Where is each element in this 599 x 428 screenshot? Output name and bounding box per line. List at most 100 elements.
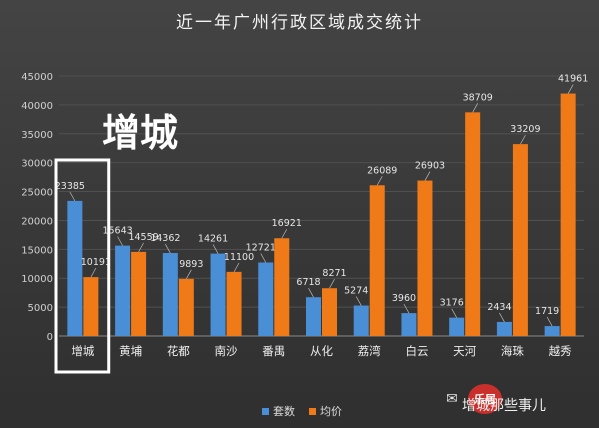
data-label-leader — [186, 269, 192, 280]
watermark: ✉ 乐居 — [442, 384, 502, 414]
legend: 套数 均价 — [262, 403, 342, 419]
data-label: 23385 — [55, 181, 85, 192]
y-tick-label: 45000 — [21, 72, 53, 83]
bar-price — [226, 271, 242, 336]
bar-price — [417, 180, 433, 336]
x-tick-label: 花都 — [167, 344, 190, 358]
x-tick-label: 荔湾 — [358, 344, 381, 358]
x-tick-label: 越秀 — [549, 344, 572, 358]
y-tick-label: 40000 — [21, 101, 53, 112]
y-tick-label: 20000 — [21, 216, 53, 227]
data-label-leader — [212, 244, 219, 254]
data-label: 12721 — [246, 243, 276, 254]
data-label: 26089 — [367, 165, 397, 176]
legend-item-units: 套数 — [262, 403, 295, 419]
x-tick-label: 海珠 — [501, 344, 524, 358]
data-label-leader — [329, 279, 335, 289]
bar-price — [512, 144, 528, 336]
bar-units — [115, 245, 131, 336]
data-label: 41961 — [558, 74, 588, 85]
data-label: 14559 — [128, 232, 158, 243]
data-label: 33209 — [510, 124, 540, 135]
data-label-leader — [260, 253, 267, 263]
wechat-icon: ✉ — [446, 391, 458, 407]
highlight-box — [54, 158, 111, 374]
data-label-leader — [69, 191, 76, 202]
data-label-leader — [567, 84, 574, 94]
y-tick-label: 35000 — [21, 130, 53, 141]
data-label-leader — [376, 176, 383, 186]
y-tick-label: 10000 — [21, 274, 53, 285]
bar-price — [369, 185, 385, 336]
bar-price — [83, 277, 99, 336]
y-tick-label: 0 — [47, 332, 53, 343]
data-label: 14261 — [198, 234, 228, 245]
bar-price — [322, 288, 337, 336]
y-tick-label: 25000 — [21, 188, 53, 199]
bar-price — [465, 112, 481, 337]
bar-price — [274, 238, 290, 336]
bar-units — [544, 326, 560, 336]
account-name: 增城那些事儿 — [462, 398, 546, 414]
chart-title: 近一年广州行政区域成交统计 — [176, 13, 423, 33]
data-label: 16921 — [272, 218, 302, 229]
data-label-leader — [233, 262, 240, 273]
highlight-callout: 增城 — [102, 111, 179, 155]
bar-price — [178, 278, 194, 336]
data-label: 10191 — [81, 257, 111, 268]
bar-units — [67, 200, 83, 336]
data-label: 1719 — [535, 306, 559, 317]
legend-label-units: 套数 — [273, 405, 295, 418]
data-label-leader — [472, 103, 478, 113]
legend-item-price: 均价 — [309, 403, 342, 419]
data-label-leader — [403, 303, 410, 314]
x-tick-label: 从化 — [310, 344, 333, 358]
data-label: 9893 — [179, 259, 203, 270]
data-label-leader — [451, 308, 457, 318]
legend-swatch-price — [309, 407, 316, 415]
bar-units — [449, 317, 465, 336]
bar-units — [401, 313, 417, 336]
data-label: 15643 — [102, 226, 132, 237]
data-label-leader — [546, 316, 553, 327]
data-label: 11100 — [224, 252, 254, 263]
x-tick-label: 白云 — [405, 344, 428, 358]
bar-units — [210, 253, 226, 336]
data-label-leader — [90, 267, 97, 278]
leju-logo-text: 乐居 — [474, 393, 496, 406]
data-label: 3960 — [392, 293, 416, 304]
data-label: 2434 — [487, 302, 511, 313]
y-tick-label: 30000 — [21, 159, 53, 170]
x-tick-label: 天河 — [453, 344, 476, 358]
x-tick-label: 南沙 — [215, 344, 238, 358]
bar-units — [162, 253, 178, 336]
data-label-leader — [117, 236, 123, 246]
y-tick-label: 5000 — [28, 303, 53, 314]
bar-price — [560, 93, 576, 336]
data-label: 38709 — [463, 92, 493, 103]
data-label-leader — [138, 242, 144, 253]
data-label-leader — [308, 288, 314, 298]
x-tick-label: 增城 — [71, 344, 94, 358]
bar-units — [258, 262, 274, 336]
bar-units — [496, 321, 512, 336]
bar-units — [353, 305, 369, 336]
y-tick-label: 15000 — [21, 245, 53, 256]
data-label: 14362 — [150, 233, 180, 244]
bar-units — [306, 297, 321, 336]
data-label: 8271 — [322, 268, 346, 279]
data-label-leader — [499, 312, 505, 323]
data-label: 26903 — [415, 161, 445, 172]
legend-label-price: 均价 — [320, 405, 342, 418]
legend-swatch-units — [262, 407, 269, 415]
data-label-leader — [424, 171, 431, 181]
data-label: 3176 — [440, 298, 464, 309]
x-tick-label: 黄埔 — [119, 344, 142, 358]
bar-price — [131, 251, 147, 336]
data-label-leader — [355, 296, 362, 306]
data-label-leader — [281, 229, 288, 239]
x-tick-label: 番禺 — [262, 344, 285, 358]
data-label-leader — [165, 243, 171, 254]
